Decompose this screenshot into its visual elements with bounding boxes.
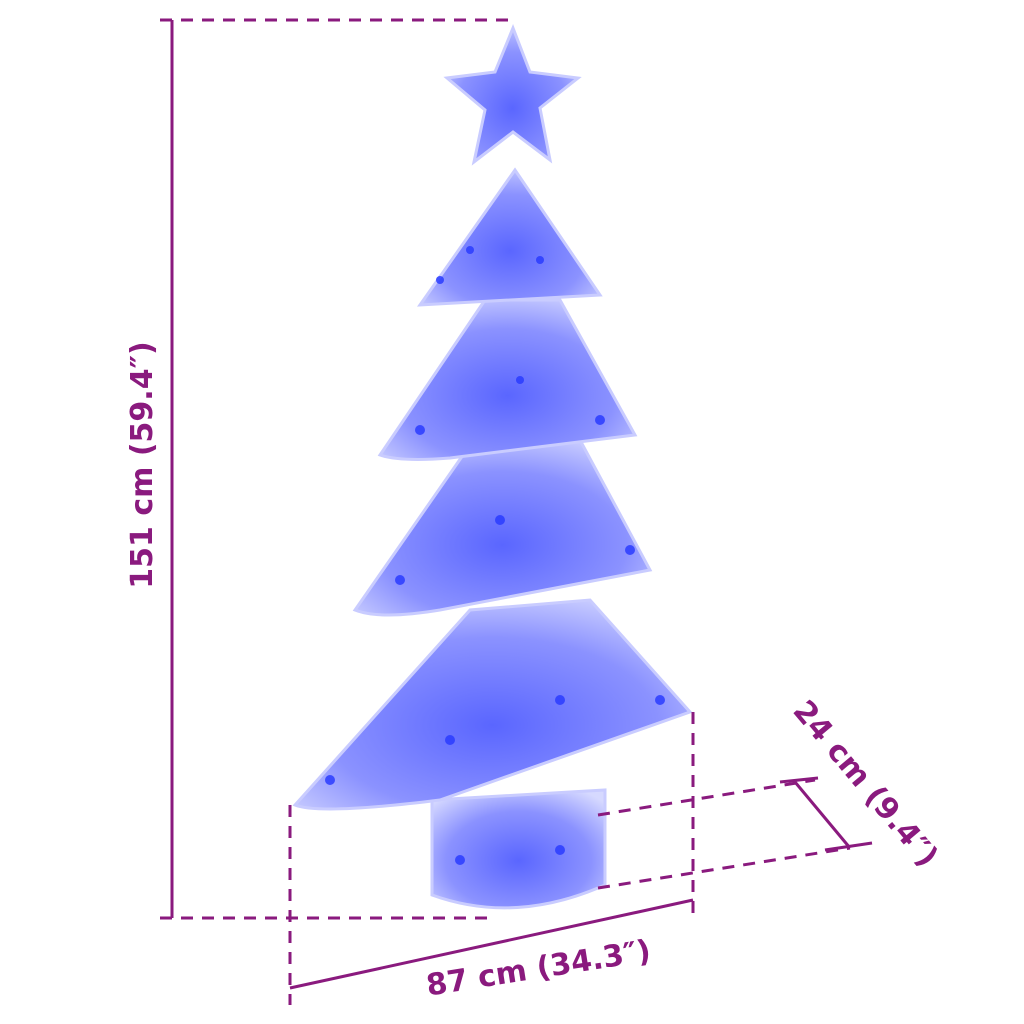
tree-tier-3 [352, 438, 653, 617]
tree-tier-4 [292, 598, 693, 811]
led-lights [325, 246, 665, 865]
tree-tier-1 [416, 167, 603, 307]
tree-tier-2 [377, 298, 638, 461]
tree-base [430, 788, 607, 910]
width-label: 87 cm (34.3″) [424, 934, 653, 1004]
height-label: 151 cm (59.4″) [125, 341, 160, 588]
height-dimension: 151 cm (59.4″) [125, 18, 515, 920]
star-icon [443, 23, 582, 166]
christmas-tree-image [292, 23, 693, 910]
depth-label: 24 cm (9.4″) [786, 694, 945, 874]
